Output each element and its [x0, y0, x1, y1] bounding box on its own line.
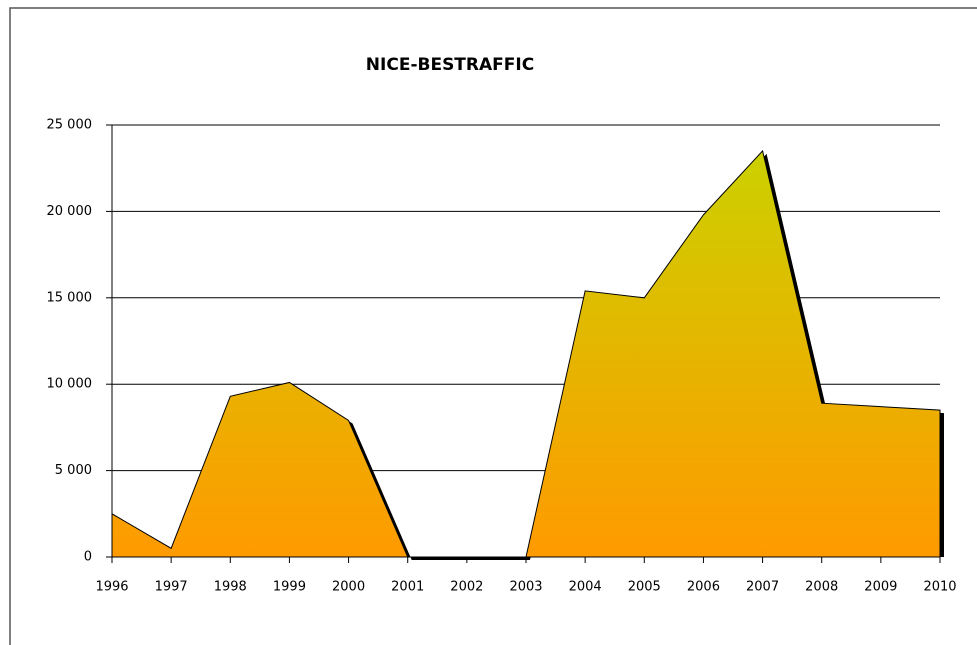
y-tick-label: 20 000 — [47, 204, 93, 219]
x-tick-label: 2004 — [569, 580, 602, 595]
x-tick-label: 1999 — [273, 580, 306, 595]
x-tick-label: 2003 — [509, 580, 542, 595]
chart-title: NICE-BESTRAFFIC — [366, 55, 534, 75]
y-tick-label: 0 — [84, 550, 92, 565]
x-tick-label: 2010 — [923, 580, 956, 595]
x-tick-label: 1997 — [155, 580, 188, 595]
x-tick-label: 2007 — [746, 580, 779, 595]
y-tick-label: 5 000 — [55, 463, 92, 478]
y-tick-label: 25 000 — [47, 118, 93, 133]
x-tick-label: 2000 — [332, 580, 365, 595]
x-tick-label: 2001 — [391, 580, 424, 595]
x-tick-label: 2005 — [628, 580, 661, 595]
x-tick-label: 1998 — [214, 580, 247, 595]
area — [111, 149, 941, 558]
x-tick-label: 2002 — [450, 580, 483, 595]
y-tick-label: 10 000 — [47, 377, 93, 392]
x-tick-label: 2006 — [687, 580, 720, 595]
y-tick-label: 15 000 — [47, 290, 93, 305]
x-tick-label: 1996 — [95, 580, 128, 595]
x-tick-label: 2009 — [864, 580, 897, 595]
x-tick-label: 2008 — [805, 580, 838, 595]
